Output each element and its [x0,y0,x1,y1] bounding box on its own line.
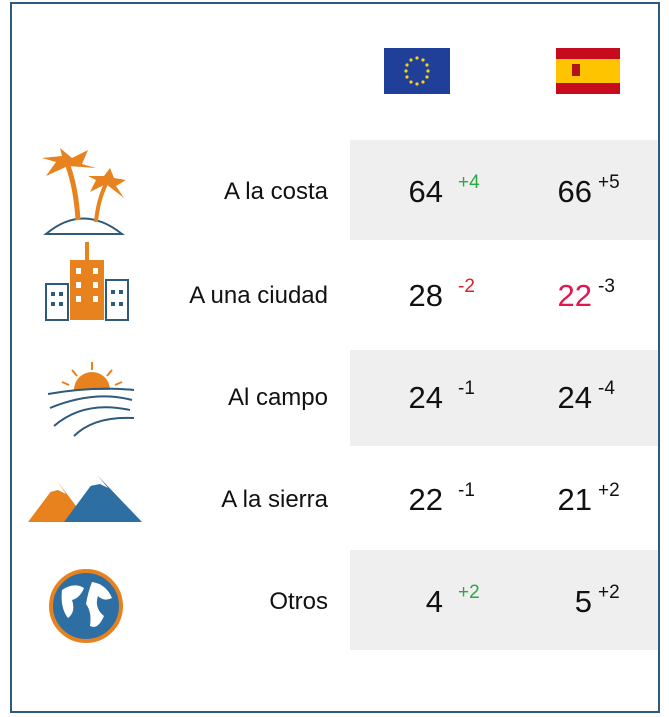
eu-value: 24 [408,380,443,415]
eu-change: +4 [458,172,480,194]
row-shade [350,550,658,650]
es-change: +5 [598,172,620,194]
countryside-icon [47,362,135,437]
es-change: +2 [598,480,620,502]
es-value: 22 [557,278,592,313]
row-label: A una ciudad [189,282,328,309]
row-shade [350,140,658,240]
eu-value: 22 [408,482,443,517]
row-label: Otros [269,588,328,615]
eu-value: 28 [408,278,443,313]
es-flag [556,48,620,94]
eu-change: -1 [458,480,475,502]
es-value: 21 [557,482,592,517]
eu-flag [384,48,450,94]
es-change: -4 [598,378,615,400]
row-label: A la costa [223,178,328,205]
es-change: +2 [598,582,620,604]
row-label: A la sierra [221,486,328,513]
es-value: 5 [574,584,592,619]
eu-change: -1 [458,378,475,400]
mountain-icon [28,476,142,522]
es-value: 24 [557,380,592,415]
es-change: -3 [598,276,615,298]
beach-icon [42,148,126,235]
es-value: 66 [557,174,592,209]
eu-change: +2 [458,582,480,604]
row-shade [350,350,658,446]
city-icon [45,242,129,321]
eu-value: 4 [425,584,443,619]
eu-value: 64 [408,174,443,209]
globe-icon [49,569,123,643]
eu-change: -2 [458,276,475,298]
row-label: Al campo [227,384,328,411]
